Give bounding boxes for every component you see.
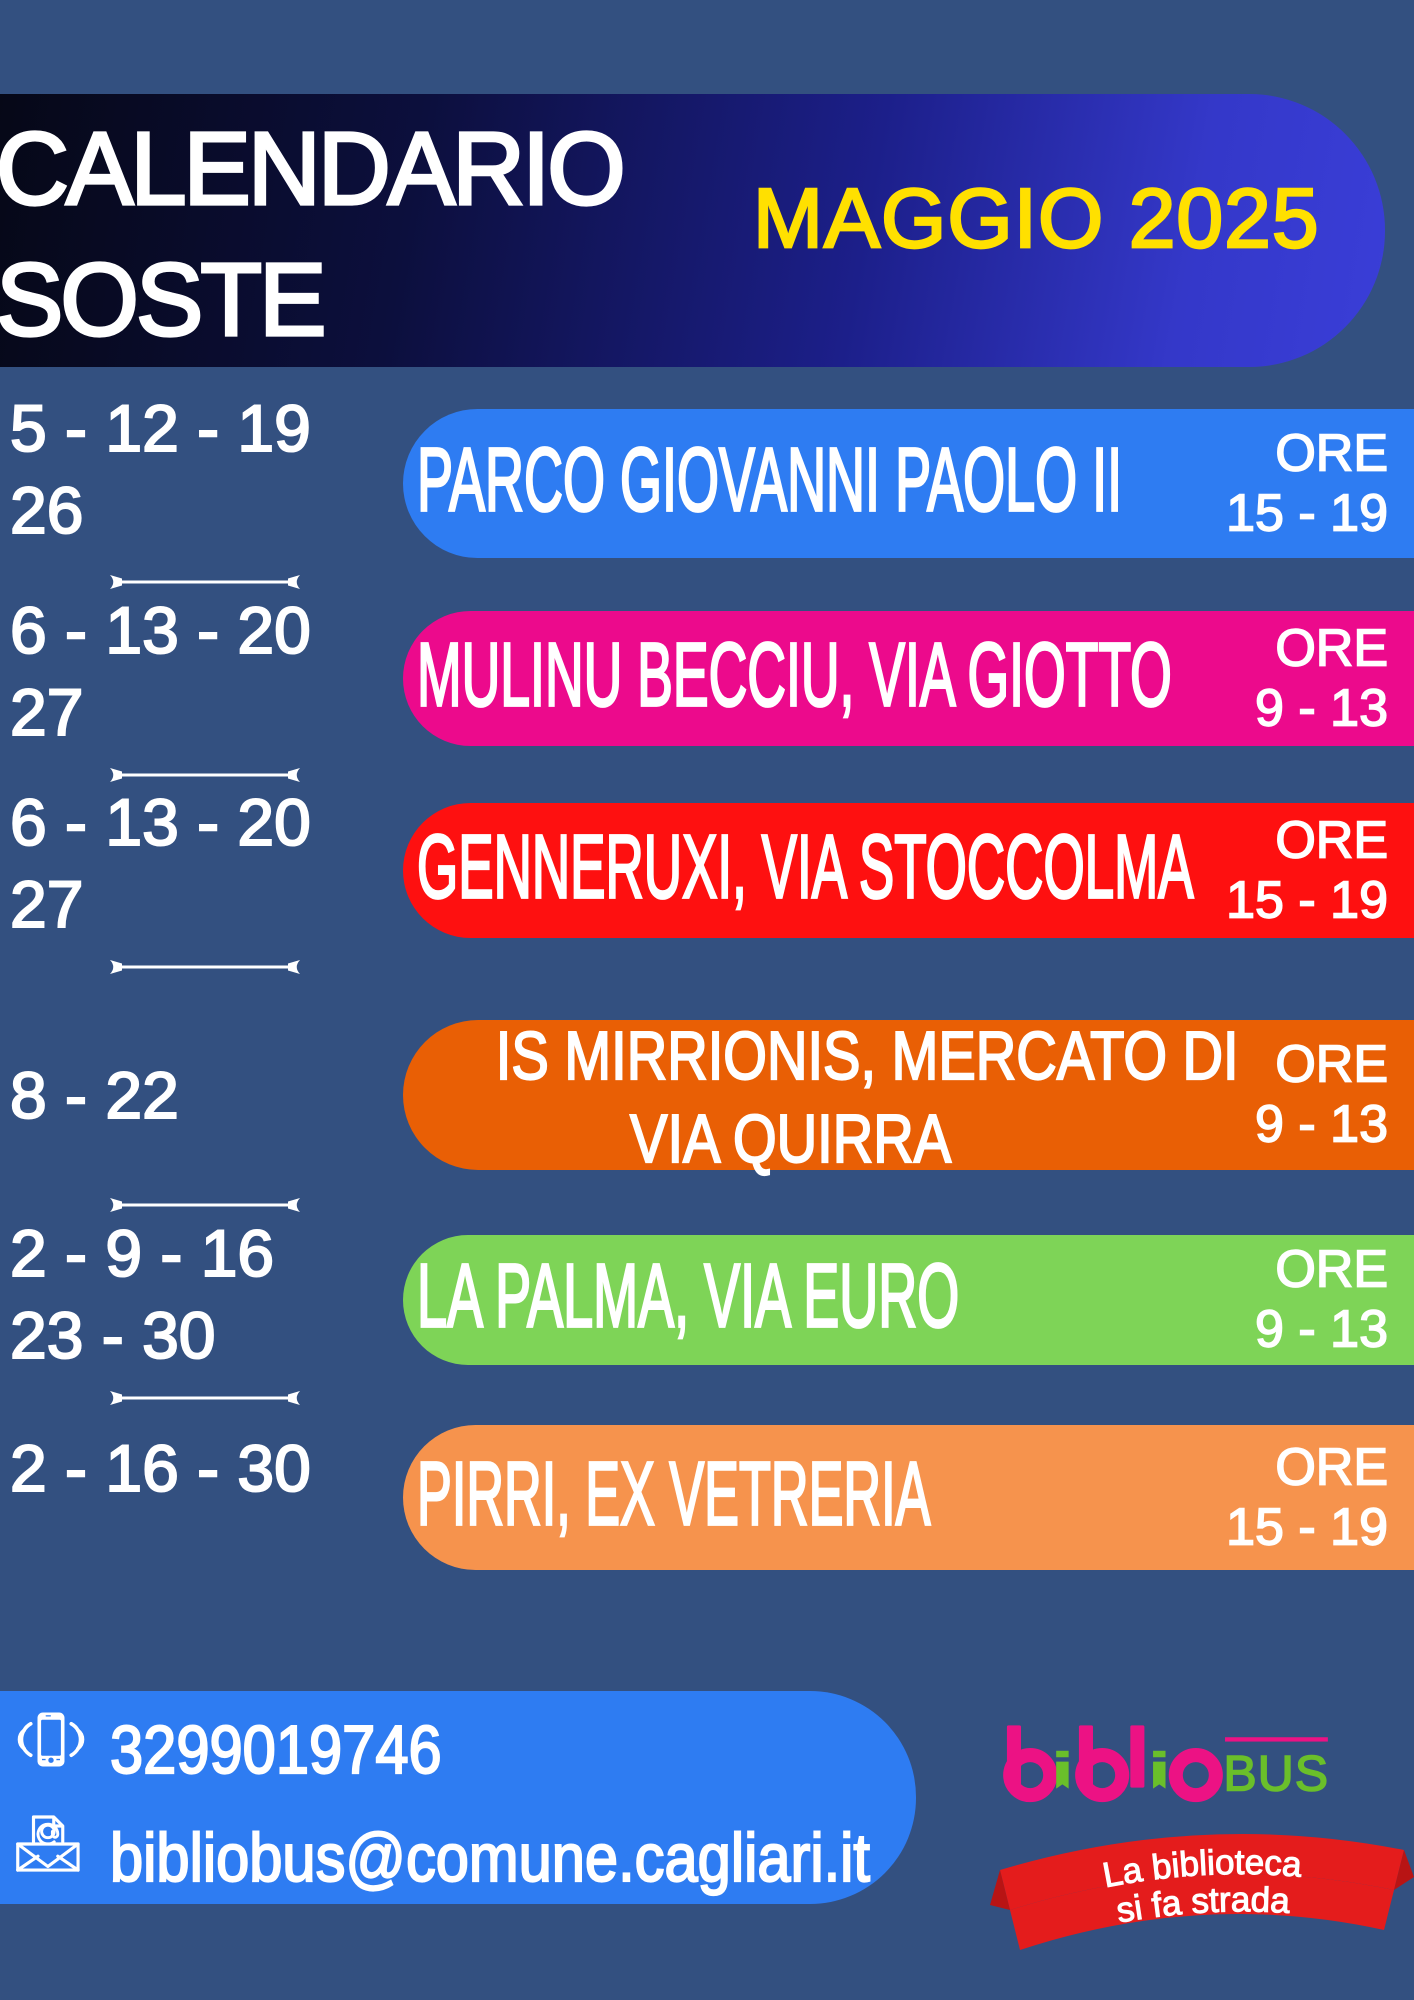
svg-text:si fa strada: si fa strada xyxy=(1114,1880,1293,1930)
svg-text:BUS: BUS xyxy=(1223,1745,1329,1801)
